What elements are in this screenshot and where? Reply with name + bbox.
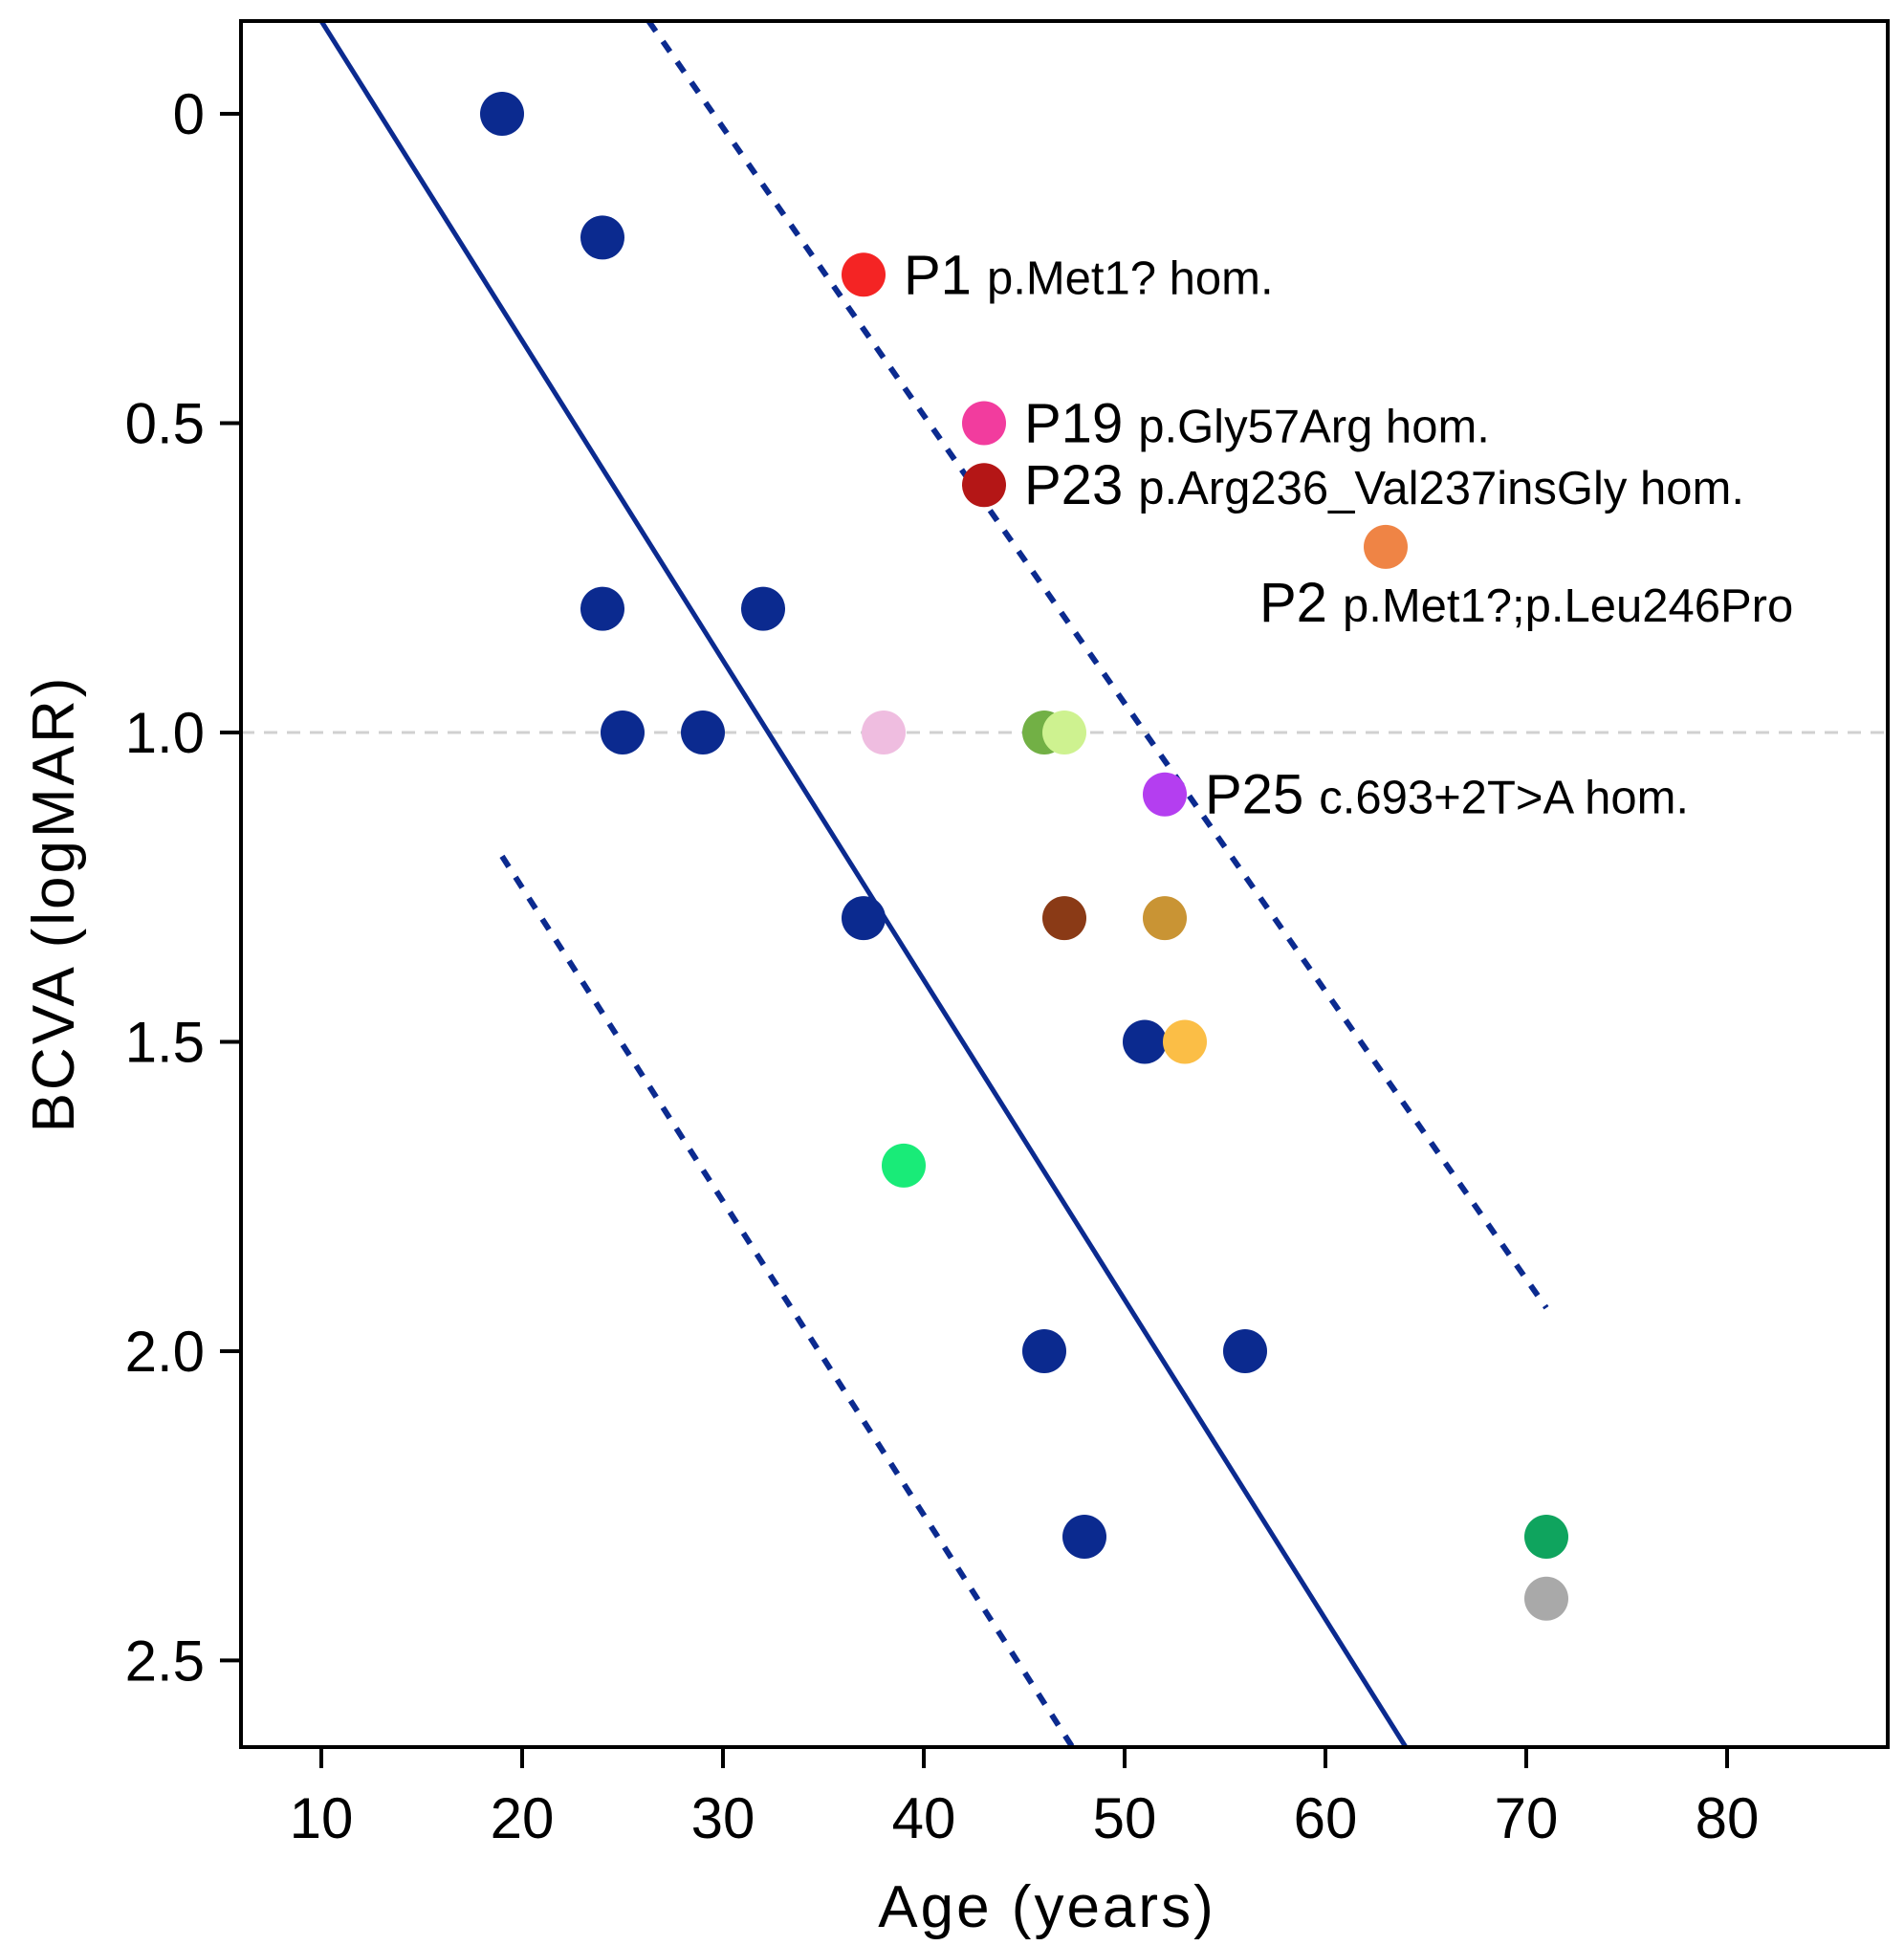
- lower-bound-line: [499, 854, 1075, 1747]
- plot-frame: [239, 19, 1890, 1749]
- data-point: [1042, 896, 1086, 941]
- annotation-variant: p.Met1? hom.: [987, 252, 1274, 304]
- data-point: [1042, 710, 1086, 754]
- data-point: [681, 710, 725, 754]
- x-tick-label: 40: [892, 1786, 956, 1850]
- data-point: [1163, 1019, 1207, 1064]
- upper-bound-line: [646, 21, 1549, 1310]
- y-tick-label: 2.5: [125, 1629, 205, 1693]
- data-point-p25: [1143, 772, 1187, 817]
- annotation-variant: p.Met1?;p.Leu246Pro: [1343, 580, 1793, 632]
- annotation-variant: p.Gly57Arg hom.: [1138, 402, 1490, 453]
- y-tick-label: 2.0: [125, 1320, 205, 1384]
- regression-line: [318, 21, 1409, 1747]
- data-point-p23: [962, 463, 1006, 508]
- annotation-variant: p.Arg236_Val237insGly hom.: [1138, 463, 1744, 514]
- x-tick-label: 60: [1294, 1786, 1358, 1850]
- data-point: [882, 1143, 926, 1188]
- annotation-p25: P25 c.693+2T>A hom.: [1205, 764, 1689, 826]
- annotation-id: P23: [1024, 454, 1123, 516]
- y-axis-title: BCVA (logMAR): [21, 675, 87, 1133]
- data-point: [1143, 896, 1187, 941]
- annotation-variant: c.693+2T>A hom.: [1319, 773, 1689, 824]
- data-point-p1: [842, 252, 886, 297]
- annotation-p19: P19 p.Gly57Arg hom.: [1024, 393, 1490, 455]
- data-point: [842, 896, 886, 941]
- annotation-p23: P23 p.Arg236_Val237insGly hom.: [1024, 454, 1744, 516]
- annotation-id: P1: [904, 244, 972, 306]
- y-tick-label: 1.5: [125, 1010, 205, 1074]
- data-point-p2: [1364, 524, 1408, 569]
- x-tick-label: 80: [1696, 1786, 1760, 1850]
- data-point: [580, 586, 624, 631]
- data-point: [1123, 1019, 1167, 1064]
- data-point: [580, 215, 624, 260]
- annotation-id: P25: [1205, 764, 1303, 826]
- y-tick-label: 0.5: [125, 392, 205, 456]
- data-point: [741, 586, 785, 631]
- y-tick-label: 0: [173, 82, 205, 146]
- data-point-p19: [962, 401, 1006, 446]
- x-tick-label: 30: [691, 1786, 755, 1850]
- x-tick-label: 10: [290, 1786, 354, 1850]
- data-point: [1223, 1328, 1267, 1373]
- data-point: [862, 710, 906, 754]
- annotation-id: P2: [1259, 572, 1327, 634]
- data-point: [601, 710, 645, 754]
- data-point: [1524, 1515, 1568, 1560]
- x-tick-label: 20: [491, 1786, 555, 1850]
- x-axis-title: Age (years): [878, 1874, 1215, 1940]
- x-tick-label: 50: [1093, 1786, 1157, 1850]
- data-point: [1524, 1576, 1568, 1621]
- data-point: [1022, 1328, 1066, 1373]
- y-tick-label: 1.0: [125, 701, 205, 765]
- annotation-id: P19: [1024, 393, 1123, 455]
- x-tick-label: 70: [1495, 1786, 1559, 1850]
- annotation-p1: P1 p.Met1? hom.: [904, 244, 1274, 306]
- data-point: [480, 92, 524, 137]
- data-point: [1062, 1515, 1106, 1560]
- annotation-p2: P2 p.Met1?;p.Leu246Pro: [1259, 572, 1793, 634]
